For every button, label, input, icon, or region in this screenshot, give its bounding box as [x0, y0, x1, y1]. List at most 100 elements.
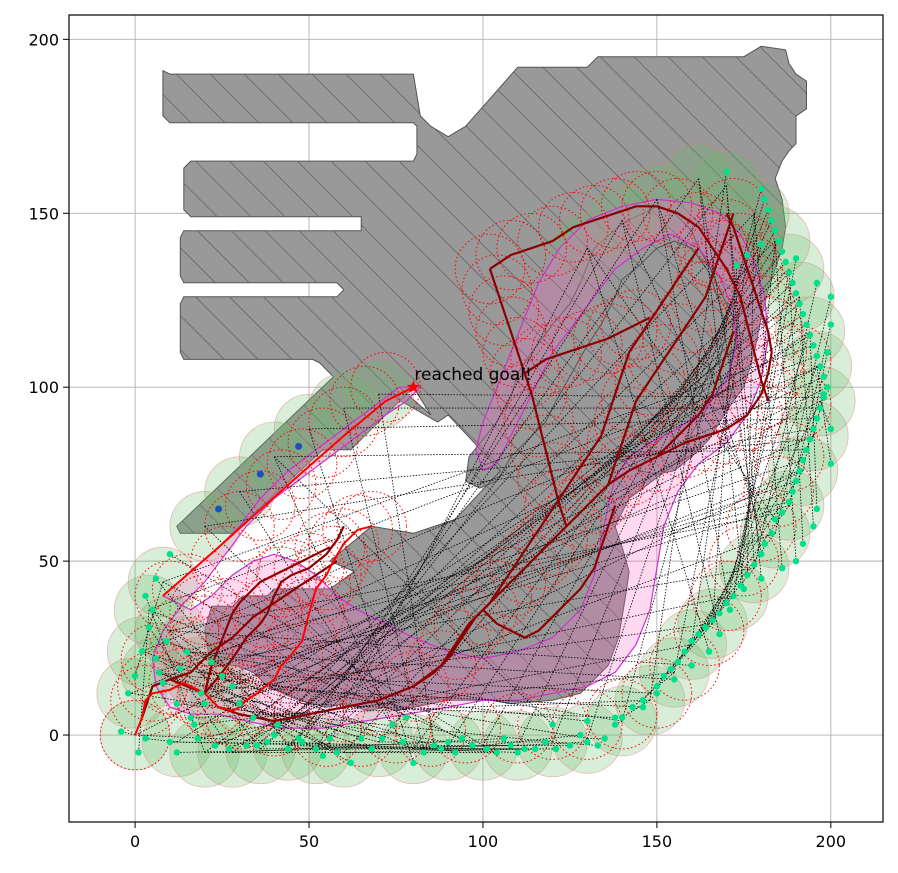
node-circle [600, 171, 672, 242]
leaf-marker [145, 624, 153, 631]
leaf-marker [312, 745, 320, 753]
node-circle [169, 574, 240, 646]
node-circle [489, 532, 560, 604]
node-circle [134, 644, 206, 715]
node-circle [461, 560, 533, 632]
leaf-marker [236, 700, 243, 707]
leaf-marker [803, 446, 810, 454]
leaf-marker [469, 742, 476, 749]
leaf-marker [778, 564, 786, 572]
leaf-marker [159, 679, 167, 687]
node-circle [245, 449, 317, 520]
frontier-spoke [753, 213, 783, 569]
node-circle [621, 171, 693, 242]
tree-edge [169, 560, 338, 681]
leaf-marker [761, 196, 768, 203]
leaf-marker [184, 648, 191, 655]
node-circle [151, 553, 223, 625]
node-circle [482, 317, 554, 388]
leaf-marker [284, 745, 292, 753]
leaf-marker [298, 738, 306, 746]
leaf-marker [194, 735, 201, 742]
node-circle [162, 616, 233, 687]
trajectory-marker [295, 442, 303, 450]
node-circle [572, 303, 644, 374]
leaf-marker [225, 745, 233, 753]
markers [117, 168, 835, 767]
leaf-marker [716, 630, 723, 638]
leaf-marker [611, 714, 619, 721]
frontier-spoke [746, 213, 755, 576]
frontier-spoke [148, 609, 463, 739]
node-circle [691, 198, 762, 270]
node-circle [684, 219, 755, 291]
node-circle [628, 324, 700, 395]
leaf-marker [709, 617, 716, 624]
leaf-marker [142, 735, 149, 742]
node-circle [120, 623, 192, 694]
frontier-spoke [586, 247, 776, 520]
frontier-spoke [632, 672, 675, 708]
leaf-marker [688, 662, 695, 669]
leaf-marker [594, 742, 601, 749]
leaf-marker [782, 258, 789, 266]
leaf-marker [803, 321, 810, 328]
goal-path-line [162, 386, 414, 597]
node-circle [99, 699, 171, 771]
explored-region [151, 198, 769, 729]
node-circle [736, 317, 807, 388]
frontier-spoke [378, 393, 824, 399]
frontier-spoke [621, 220, 720, 635]
node-circle [294, 511, 366, 583]
leaf-marker [733, 262, 741, 269]
node-circle [649, 407, 721, 479]
frontier-spoke [159, 672, 344, 753]
node-circle [482, 692, 554, 764]
leaf-marker [775, 237, 782, 245]
leaf-marker [333, 749, 341, 756]
leaf-marker [431, 742, 438, 749]
frontier-spoke [162, 345, 814, 583]
node-circle [110, 664, 181, 736]
tree-edge [412, 247, 700, 688]
leaf-marker [827, 293, 835, 300]
frontier-spoke [288, 745, 518, 753]
node-circle [298, 525, 369, 597]
main-path-line [134, 525, 372, 736]
leaf-marker [758, 575, 765, 582]
node-circle [552, 310, 623, 381]
y-tick-label: 100 [28, 378, 59, 397]
leaf-marker [142, 592, 149, 600]
frontier-spoke [253, 331, 811, 718]
tree-edge [482, 505, 617, 639]
frontier-spoke [155, 672, 383, 739]
node-circle [238, 685, 310, 757]
frontier-spoke [343, 748, 536, 753]
frontier-spoke [733, 268, 790, 596]
node-circle [329, 365, 400, 437]
plot-frame [68, 14, 884, 823]
leaf-marker [438, 745, 445, 753]
leaf-marker [785, 498, 793, 506]
tree-edge [524, 316, 651, 375]
frontier-spoke [204, 526, 407, 718]
leaf-marker [197, 690, 205, 697]
leaf-marker [799, 457, 807, 464]
node-circle [579, 177, 651, 249]
leaf-marker [420, 749, 428, 756]
leaf-marker [444, 738, 452, 746]
node-circle [162, 654, 233, 726]
main-path [134, 386, 414, 736]
leaf-marker [177, 665, 184, 673]
frontier-spoke [712, 366, 818, 621]
x-tick-label: 100 [468, 832, 499, 851]
leaf-marker [368, 745, 375, 753]
frontier-spoke [691, 470, 804, 642]
leaf-marker [667, 665, 675, 673]
obstacles [162, 45, 807, 712]
tree-edge [141, 525, 345, 718]
frontier-spoke [733, 258, 797, 596]
leaf-marker [358, 735, 365, 742]
frontier-spoke [343, 407, 425, 753]
